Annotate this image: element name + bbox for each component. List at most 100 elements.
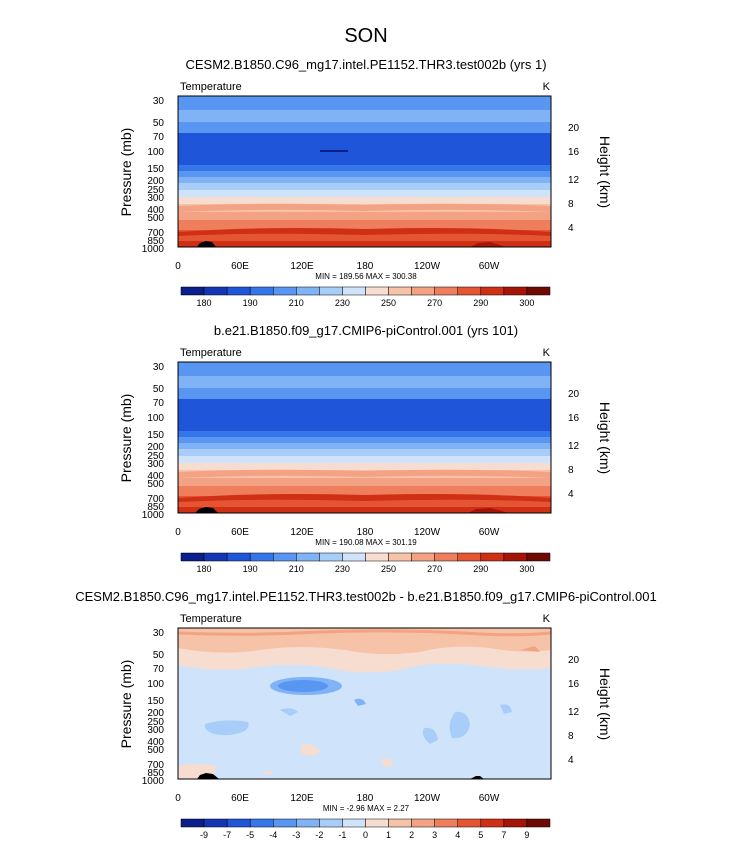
panel-1-x-tick: 60E [231, 261, 249, 272]
colorbar-label: 210 [289, 298, 304, 308]
colorbar-label: 270 [427, 298, 442, 308]
colorbar-swatch [342, 286, 366, 296]
colorbar-swatch [342, 552, 366, 562]
colorbar-label: 4 [455, 830, 460, 840]
panel-3-height-axis: 4 8 12 16 20 [568, 655, 580, 766]
panel-3-pressure-tick: 400 [147, 737, 164, 748]
panel-1-x-axis: 0 60E 120E 180 120W 60W [175, 261, 500, 272]
panel-1-height-axis: 4 8 12 16 20 [568, 123, 580, 234]
colorbar-label: -5 [246, 830, 254, 840]
panel-3-pressure-tick: 50 [153, 650, 165, 661]
panel-2-x-axis: 0 60E 120E 180 120W 60W [175, 527, 500, 538]
panel-3-x-tick: 60W [479, 793, 500, 804]
panel-2-pressure-tick: 30 [153, 362, 165, 373]
panel-2-pressure-tick: 1000 [142, 510, 165, 521]
panel-3-min-max: MIN = -2.96 MAX = 2.27 [323, 804, 410, 813]
panel-3-variable-label: Temperature [180, 613, 242, 625]
colorbar-label: 5 [478, 830, 483, 840]
colorbar-swatch [203, 286, 228, 296]
colorbar-label: 230 [335, 298, 350, 308]
colorbar-swatch [319, 552, 343, 562]
colorbar-swatch [503, 286, 528, 296]
panel-1-temperature-bands [178, 96, 551, 247]
panel-3-y-axis-label: Pressure (mb) [118, 660, 134, 749]
colorbar-swatch [296, 818, 320, 828]
colorbar-swatch [273, 552, 297, 562]
panel-1-pressure-tick: 1000 [142, 244, 165, 255]
colorbar-swatch [180, 286, 205, 296]
panel-3-units-label: K [543, 613, 551, 625]
colorbar-swatch [480, 286, 505, 296]
colorbar-swatch [388, 552, 412, 562]
panel-3-height-tick: 12 [568, 707, 580, 718]
panel-1-pressure-tick: 400 [147, 205, 164, 216]
colorbar-label: 190 [243, 298, 258, 308]
colorbar-label: -4 [269, 830, 277, 840]
colorbar-swatch [226, 286, 251, 296]
colorbar-label: -1 [338, 830, 346, 840]
panel-3-x-tick: 60E [231, 793, 249, 804]
panel-1-x-tick: 60W [479, 261, 500, 272]
colorbar-label: 2 [409, 830, 414, 840]
panel-3-pressure-tick: 100 [147, 679, 164, 690]
panel-1-pressure-tick: 100 [147, 147, 164, 158]
panel-3-pressure-tick: 300 [147, 725, 164, 736]
panel-1-pressure-tick: 200 [147, 176, 164, 187]
panel-2-pressure-tick: 70 [153, 398, 165, 409]
panel-3-pressure-tick: 30 [153, 628, 165, 639]
panel-2-pressure-tick: 100 [147, 413, 164, 424]
panel-3-pressure-tick: 250 [147, 717, 164, 728]
colorbar-swatch [249, 552, 274, 562]
panel-1-x-tick: 0 [175, 261, 181, 272]
colorbar-swatch [434, 818, 458, 828]
colorbar-label: 180 [197, 564, 212, 574]
colorbar-label: -9 [200, 830, 208, 840]
panel-3-pressure-tick: 200 [147, 708, 164, 719]
panel-3-height-tick: 8 [568, 731, 574, 742]
panel-3-colorbar: -9 -7 -5 -4 -3 -2 -1 0 1 2 3 4 5 7 9 [180, 818, 551, 840]
colorbar-swatch [526, 552, 551, 562]
panel-2-pressure-tick: 200 [147, 442, 164, 453]
panel-1-pressure-tick: 70 [153, 132, 165, 143]
colorbar-label: 7 [501, 830, 506, 840]
colorbar-swatch [503, 818, 528, 828]
panel-2-height-tick: 20 [568, 389, 580, 400]
panel-1-pressure-tick: 30 [153, 96, 165, 107]
panel-1-height-tick: 20 [568, 123, 580, 134]
panel-1-y2-axis-label: Height (km) [597, 136, 613, 208]
panel-2-min-max: MIN = 190.08 MAX = 301.19 [315, 538, 417, 547]
colorbar-swatch [526, 286, 551, 296]
colorbar-swatch [457, 286, 482, 296]
colorbar-label: 290 [473, 298, 488, 308]
panel-1-x-tick: 120W [414, 261, 441, 272]
panel-3-pressure-tick: 850 [147, 768, 164, 779]
panel-2-pressure-tick: 700 [147, 494, 164, 505]
panel-1-plot-frame [177, 95, 552, 248]
panel-2-colorbar: 180 190 210 230 250 270 290 300 [180, 552, 551, 574]
colorbar-swatch [365, 818, 389, 828]
colorbar-swatch [249, 818, 274, 828]
panel-2-height-tick: 8 [568, 465, 574, 476]
panel-1-y-axis-label: Pressure (mb) [118, 128, 134, 217]
colorbar-label: 300 [519, 564, 534, 574]
panel-1-pressure-tick: 300 [147, 193, 164, 204]
panel-2-x-tick: 60E [231, 527, 249, 538]
panel-2-height-tick: 12 [568, 441, 580, 452]
colorbar-swatch [226, 818, 251, 828]
panel-3-pressure-axis: 30 50 70 100 150 200 250 300 400 500 700… [142, 628, 165, 787]
panel-2-pressure-tick: 250 [147, 451, 164, 462]
panel-3-x-tick: 120W [414, 793, 441, 804]
colorbar-swatch [203, 552, 228, 562]
panel-1-height-tick: 16 [568, 147, 580, 158]
panel-3-pressure-tick: 700 [147, 760, 164, 771]
panel-2-pressure-axis: 30 50 70 100 150 200 250 300 400 500 700… [142, 362, 165, 521]
panel-1-variable-label: Temperature [180, 81, 242, 93]
panel-1-colorbar: 180 190 210 230 250 270 290 300 [180, 286, 551, 308]
colorbar-swatch [457, 552, 482, 562]
colorbar-label: 180 [197, 298, 212, 308]
colorbar-label: 0 [363, 830, 368, 840]
panel-1-pressure-axis: 30 50 70 100 150 200 250 300 400 500 700… [142, 96, 165, 255]
panel-1-pressure-tick: 850 [147, 236, 164, 247]
panel-3-height-tick: 16 [568, 679, 580, 690]
panel-3-pressure-tick: 500 [147, 745, 164, 756]
